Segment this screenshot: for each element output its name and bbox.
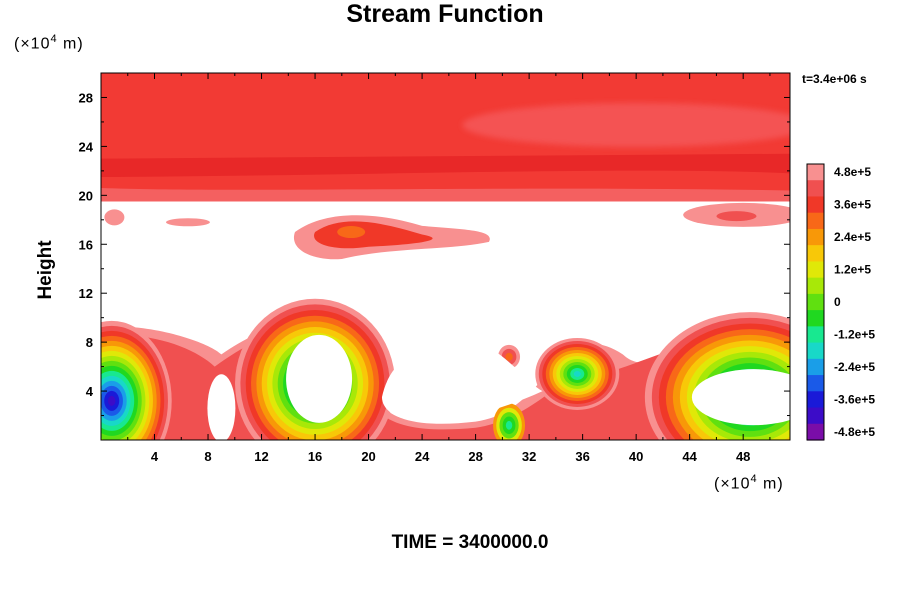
x-tick-label: 32 [522, 449, 536, 464]
mid-left-patch-b [165, 218, 210, 227]
y-axis: 4 8 12 16 20 24 28 [79, 90, 790, 417]
x-tick-label: 24 [415, 449, 430, 464]
x-tick-label: 12 [254, 449, 268, 464]
y-tick-label: 8 [86, 335, 93, 350]
colorbar-band [807, 261, 824, 279]
x-tick-label: 20 [361, 449, 375, 464]
colorbar-frame [806, 163, 825, 441]
red-fringe [101, 187, 790, 202]
y-units-m: m) [63, 35, 84, 53]
mid-positive-patch-core [337, 226, 366, 239]
colorbar-label: -4.8e+5 [834, 425, 875, 439]
colorbar-band [807, 196, 824, 214]
y-tick-label: 24 [79, 139, 94, 154]
y-tick-label: 4 [86, 384, 94, 399]
colorbar-label: 4.8e+5 [834, 165, 871, 179]
x-units-prefix: (×10 [714, 475, 751, 493]
colorbar-band [807, 277, 824, 295]
x-units-m: m) [763, 475, 784, 493]
x-tick-label: 48 [736, 449, 750, 464]
y-units-exponent: 4 [50, 33, 58, 45]
vortex-14-18-core [286, 334, 353, 423]
colorbar-label: -2.4e+5 [834, 360, 875, 374]
colorbar-band [807, 326, 824, 344]
x-axis: 4 8 12 16 20 24 28 32 36 40 44 48 [127, 73, 771, 464]
colorbar-label: 2.4e+5 [834, 230, 871, 244]
colorbar-band [807, 391, 824, 409]
lower-vortex-35 [535, 337, 620, 410]
colorbar-band [807, 375, 824, 392]
colorbar-band [807, 228, 824, 246]
bottom-blob-30 [493, 403, 526, 440]
colorbar: 4.8e+5 3.6e+5 2.4e+5 1.2e+5 0 -1.2e+5 -2.4e+5 -… [806, 163, 875, 441]
x-tick-label: 36 [575, 449, 589, 464]
y-tick-label: 16 [79, 237, 93, 252]
x-axis-units: (×104 m) [714, 473, 784, 493]
mid-right-patch-b [716, 211, 757, 222]
colorbar-label: -3.6e+5 [834, 393, 875, 407]
y-units-prefix: (×10 [14, 35, 51, 53]
colorbar-band [807, 245, 824, 263]
chart-title: Stream Function [346, 0, 544, 28]
x-tick-label: 4 [151, 449, 159, 464]
contour-field [101, 73, 790, 440]
x-tick-label: 8 [204, 449, 211, 464]
colorbar-label: 3.6e+5 [834, 198, 871, 212]
colorbar-band [807, 293, 824, 311]
colorbar-band [807, 358, 824, 376]
colorbar-label: 0 [834, 295, 841, 309]
colorbar-band [807, 310, 824, 327]
gap-white-8 [207, 374, 236, 440]
x-tick-label: 40 [629, 449, 643, 464]
x-units-exponent: 4 [750, 473, 758, 485]
plot-frame [100, 72, 791, 441]
right-vortex-core [691, 369, 790, 426]
colorbar-label: 1.2e+5 [834, 263, 871, 277]
dark-red-band [101, 153, 790, 177]
x-tick-label: 28 [468, 449, 482, 464]
time-footer: TIME = 3400000.0 [391, 532, 549, 553]
x-tick-label: 44 [682, 449, 697, 464]
colorbar-label: -1.2e+5 [834, 328, 875, 342]
y-tick-label: 20 [79, 188, 93, 203]
mid-left-patch-a [104, 209, 125, 226]
colorbar-band [807, 423, 824, 441]
colorbar-band [807, 407, 824, 425]
gap-white-26 [381, 342, 543, 422]
light-red-band [462, 102, 790, 147]
y-axis-units: (×104 m) [14, 33, 84, 53]
x-tick-label: 16 [308, 449, 322, 464]
y-tick-label: 12 [79, 286, 93, 301]
time-stamp-label: t=3.4e+06 s [802, 72, 867, 86]
y-tick-label: 28 [79, 90, 93, 105]
lower-left-vortex [101, 320, 172, 440]
colorbar-band [807, 342, 824, 360]
colorbar-band [807, 164, 824, 181]
colorbar-band [807, 180, 824, 198]
colorbar-band [807, 212, 824, 230]
